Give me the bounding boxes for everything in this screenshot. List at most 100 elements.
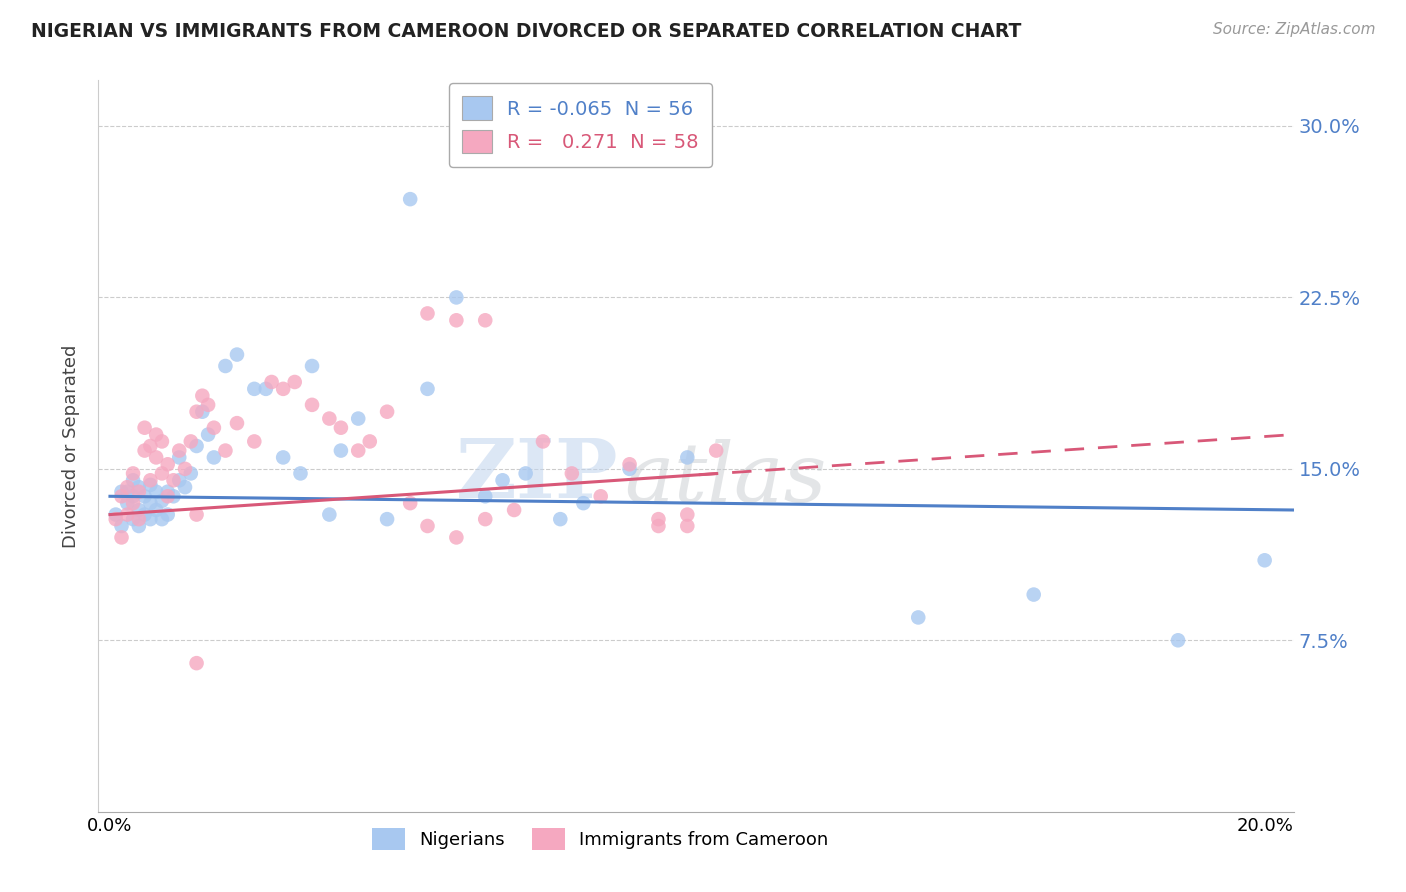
- Point: [676, 519, 699, 533]
- Point: [375, 405, 398, 419]
- Point: [110, 484, 132, 499]
- Text: ZIP: ZIP: [456, 435, 619, 516]
- Point: [474, 512, 496, 526]
- Point: [104, 512, 127, 526]
- Point: [110, 489, 132, 503]
- Point: [162, 473, 184, 487]
- Point: [446, 530, 468, 544]
- Point: [202, 450, 225, 465]
- Point: [260, 375, 283, 389]
- Point: [226, 416, 249, 430]
- Point: [145, 484, 167, 499]
- Point: [156, 458, 179, 472]
- Text: atlas: atlas: [624, 439, 827, 519]
- Point: [117, 484, 139, 499]
- Point: [446, 313, 468, 327]
- Point: [186, 508, 208, 522]
- Point: [531, 434, 554, 449]
- Point: [676, 508, 699, 522]
- Point: [134, 508, 156, 522]
- Point: [128, 484, 150, 499]
- Point: [122, 467, 145, 481]
- Point: [134, 443, 156, 458]
- Point: [619, 462, 641, 476]
- Point: [1253, 553, 1275, 567]
- Point: [474, 489, 496, 503]
- Point: [254, 382, 277, 396]
- Point: [191, 389, 214, 403]
- Point: [399, 496, 422, 510]
- Point: [329, 421, 352, 435]
- Text: Source: ZipAtlas.com: Source: ZipAtlas.com: [1212, 22, 1375, 37]
- Point: [1022, 588, 1045, 602]
- Point: [128, 503, 150, 517]
- Point: [128, 480, 150, 494]
- Point: [117, 508, 139, 522]
- Point: [191, 405, 214, 419]
- Point: [202, 421, 225, 435]
- Point: [117, 480, 139, 494]
- Point: [134, 421, 156, 435]
- Point: [550, 512, 572, 526]
- Point: [647, 519, 669, 533]
- Point: [214, 359, 236, 373]
- Point: [167, 473, 190, 487]
- Point: [145, 427, 167, 442]
- Point: [318, 411, 340, 425]
- Point: [139, 439, 162, 453]
- Point: [174, 462, 197, 476]
- Point: [416, 519, 439, 533]
- Legend: Nigerians, Immigrants from Cameroon: Nigerians, Immigrants from Cameroon: [366, 821, 835, 857]
- Point: [197, 398, 219, 412]
- Point: [122, 512, 145, 526]
- Point: [162, 489, 184, 503]
- Point: [145, 450, 167, 465]
- Point: [122, 489, 145, 503]
- Point: [446, 290, 468, 304]
- Point: [122, 496, 145, 510]
- Point: [110, 519, 132, 533]
- Point: [186, 439, 208, 453]
- Point: [150, 434, 173, 449]
- Point: [329, 443, 352, 458]
- Point: [150, 467, 173, 481]
- Point: [561, 467, 583, 481]
- Point: [145, 503, 167, 517]
- Point: [180, 467, 202, 481]
- Point: [399, 192, 422, 206]
- Point: [186, 405, 208, 419]
- Point: [271, 382, 294, 396]
- Point: [503, 503, 526, 517]
- Point: [301, 359, 323, 373]
- Point: [290, 467, 312, 481]
- Point: [122, 473, 145, 487]
- Point: [214, 443, 236, 458]
- Point: [139, 473, 162, 487]
- Point: [375, 512, 398, 526]
- Point: [271, 450, 294, 465]
- Point: [907, 610, 929, 624]
- Point: [647, 512, 669, 526]
- Point: [167, 450, 190, 465]
- Point: [589, 489, 612, 503]
- Point: [150, 512, 173, 526]
- Point: [243, 382, 266, 396]
- Point: [416, 382, 439, 396]
- Point: [104, 508, 127, 522]
- Point: [676, 450, 699, 465]
- Point: [197, 427, 219, 442]
- Point: [156, 484, 179, 499]
- Text: NIGERIAN VS IMMIGRANTS FROM CAMEROON DIVORCED OR SEPARATED CORRELATION CHART: NIGERIAN VS IMMIGRANTS FROM CAMEROON DIV…: [31, 22, 1021, 41]
- Point: [301, 398, 323, 412]
- Point: [167, 443, 190, 458]
- Point: [572, 496, 595, 510]
- Point: [416, 306, 439, 320]
- Point: [226, 347, 249, 362]
- Point: [1167, 633, 1189, 648]
- Point: [139, 496, 162, 510]
- Point: [347, 443, 370, 458]
- Point: [128, 519, 150, 533]
- Point: [128, 512, 150, 526]
- Point: [117, 496, 139, 510]
- Point: [134, 489, 156, 503]
